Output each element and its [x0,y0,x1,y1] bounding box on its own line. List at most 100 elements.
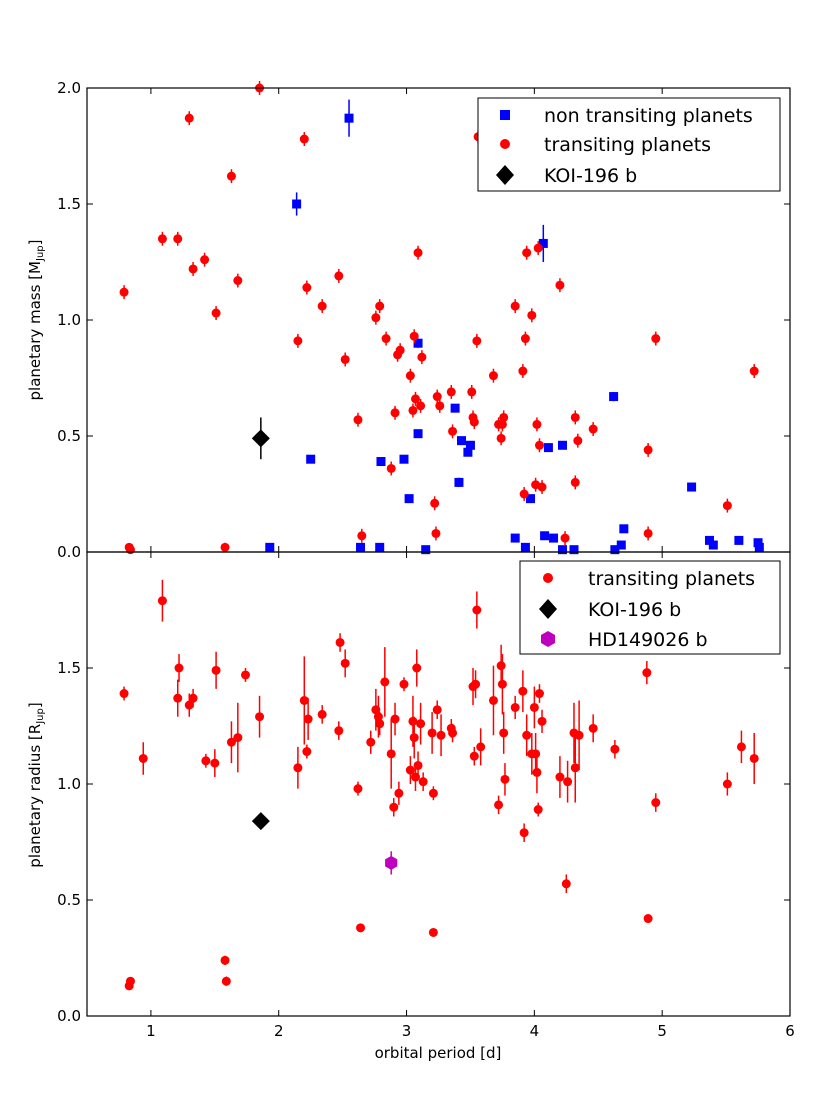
transiting-planet-point [555,772,565,782]
transiting-planet-point [375,301,385,311]
transiting-planet-point [428,788,438,798]
transiting-planet-point [405,371,415,381]
transiting-planet-point [381,334,391,344]
mass-ylabel-end: ] [26,240,44,246]
radius-ytick-label: 0.5 [57,891,81,909]
transiting-planet-point [413,248,423,258]
transiting-planet-point [299,134,309,144]
transiting-planet-point [534,440,544,450]
transiting-planet-point [125,976,135,986]
transiting-planet-point [519,828,529,838]
radius-ylabel-sub: Jup [35,708,46,725]
non-transiting-planet-point [421,545,431,555]
transiting-planet-point [173,693,183,703]
transiting-planet-point [488,695,498,705]
radius-legend: transiting planets KOI-196 b HD149026 b [519,560,781,655]
transiting-planet-point [412,663,422,673]
transiting-planet-point [302,283,312,293]
transiting-planet-point [211,308,221,318]
transiting-planet-point [537,716,547,726]
radius-panel: 0.0 0.5 1.0 1.5 planetary radius [RJup] tra… [26,551,791,1025]
non-transiting-planet-point [538,238,548,248]
non-transiting-planet-point [753,538,763,548]
transiting-planet-point [532,767,542,777]
non-transiting-planet-point [557,545,567,555]
mass-data-layer [119,81,764,555]
transiting-planet-point [722,501,732,511]
hd149026b-point [385,855,398,870]
transiting-planet-point [417,352,427,362]
transiting-planet-point [233,276,243,286]
transiting-planet-point [432,705,442,715]
x-axis-title: orbital period [d] [375,1044,502,1062]
transiting-planet-point [496,661,506,671]
non-transiting-planet-point [510,533,520,543]
transiting-planet-point [317,709,327,719]
transiting-planet-point [476,742,486,752]
transiting-planet-point [522,248,532,258]
transiting-planet-point [488,371,498,381]
mass-ytick-label: 0.0 [57,543,81,561]
non-transiting-planet-point [306,454,316,464]
transiting-planet-point [610,744,620,754]
mass-ylabel-sub: Jup [35,245,46,262]
radius-ytick-label: 0.0 [57,1007,81,1025]
transiting-planet-point [174,663,184,673]
transiting-planet-point [469,417,479,427]
non-transiting-planet-point [708,540,718,550]
transiting-planet-point [390,714,400,724]
transiting-planet-point [533,243,543,253]
transiting-planet-point [302,747,312,757]
transiting-planet-point [211,665,221,675]
transiting-planet-point [299,695,309,705]
non-transiting-planet-point [376,457,386,467]
transiting-planet-point [334,271,344,281]
non-transiting-planet-point [520,542,530,552]
transiting-planet-point [353,784,363,794]
non-transiting-planet-point [356,542,366,552]
transiting-planet-point [570,412,580,422]
transiting-planet-point [428,927,438,937]
mass-legend-square-marker [500,110,510,120]
transiting-planet-point [494,800,504,810]
radius-ytick-label: 1.5 [57,659,81,677]
transiting-planet-point [335,637,345,647]
transiting-planet-point [643,528,653,538]
non-transiting-planet-point [569,545,579,555]
transiting-planet-point [410,394,420,404]
transiting-planet-point [651,334,661,344]
transiting-planet-point [518,686,528,696]
transiting-planet-point [200,255,210,265]
transiting-planet-point [531,749,541,759]
transiting-planet-point [408,405,418,415]
mass-legend-label-koi: KOI-196 b [544,165,637,187]
transiting-planet-point [220,542,230,552]
mass-legend-label-non-transiting: non transiting planets [544,105,753,127]
transiting-planet-point [570,763,580,773]
transiting-planet-point [395,345,405,355]
transiting-planet-point [435,401,445,411]
transiting-planet-point [409,331,419,341]
radius-legend-hexagon-marker [541,631,555,647]
non-transiting-planet-point [463,447,473,457]
transiting-planet-point [210,758,220,768]
mass-legend-circle-marker [500,139,510,149]
radius-ticks: 0.0 0.5 1.0 1.5 [57,552,791,1025]
transiting-planet-point [561,879,571,889]
transiting-planet-point [436,730,446,740]
transiting-planet-point [431,528,441,538]
non-transiting-planet-point [375,542,385,552]
transiting-planet-point [201,756,211,766]
mass-y-axis-title: planetary mass [MJup] [26,240,46,401]
mass-legend-box [477,97,781,192]
radius-ylabel-end: ] [26,702,44,708]
transiting-planet-point [221,976,231,986]
transiting-planet-point [643,914,653,924]
transiting-planet-point [233,733,243,743]
transiting-planet-point [188,693,198,703]
radius-ytick-label: 1.0 [57,775,81,793]
transiting-planet-point [303,714,313,724]
non-transiting-planet-point [616,540,626,550]
transiting-planet-point [409,733,419,743]
